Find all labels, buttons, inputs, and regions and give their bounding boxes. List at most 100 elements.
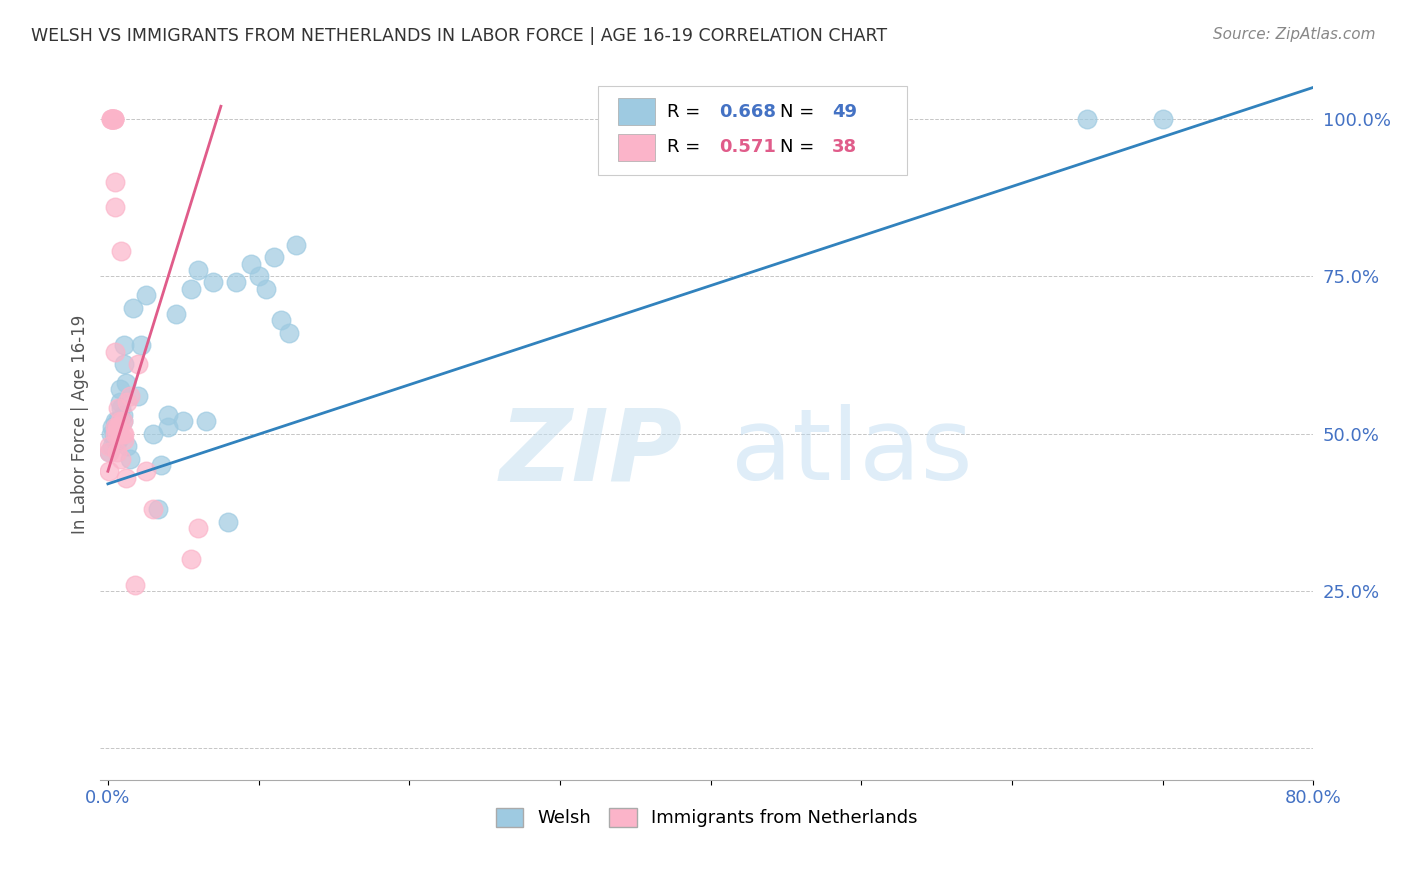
Point [142,502,165,516]
Point [104,426,127,441]
Point [101,439,124,453]
Point [217,515,239,529]
Point [100,112,122,126]
Point [101,112,124,126]
Point [104,344,127,359]
Point [117,395,139,409]
Point [101,420,124,434]
Point [103,426,125,441]
Point [117,439,139,453]
Point [101,112,124,126]
Point [285,237,308,252]
Point [107,401,129,416]
Point [254,282,277,296]
Point [120,389,142,403]
Point [111,408,134,422]
Point [98,445,121,459]
Point [187,263,209,277]
Point [270,313,292,327]
Point [108,426,131,441]
Point [115,376,138,391]
Point [194,414,217,428]
Legend: Welsh, Immigrants from Netherlands: Welsh, Immigrants from Netherlands [489,801,925,835]
Point [240,257,263,271]
Point [103,112,125,126]
Y-axis label: In Labor Force | Age 16-19: In Labor Force | Age 16-19 [72,315,89,533]
Point [110,451,132,466]
Point [105,414,128,428]
Point [127,389,149,403]
Text: 0.668: 0.668 [718,103,776,121]
Point [122,301,145,315]
Point [104,420,127,434]
Point [135,288,157,302]
Point [103,112,125,126]
Text: R =: R = [666,138,706,156]
Point [157,420,180,434]
Point [100,426,122,441]
Text: R =: R = [666,103,706,121]
FancyBboxPatch shape [619,134,655,161]
Point [180,552,202,566]
Text: N =: N = [779,138,820,156]
Point [104,433,127,447]
Point [114,433,136,447]
Point [105,445,128,459]
Point [98,445,121,459]
Text: 0.571: 0.571 [718,138,776,156]
Point [107,433,129,447]
Point [165,307,187,321]
Point [149,458,172,472]
Point [277,326,299,340]
Point [202,276,225,290]
Point [98,464,121,478]
Point [108,395,131,409]
Text: 49: 49 [832,103,856,121]
Text: Source: ZipAtlas.com: Source: ZipAtlas.com [1212,27,1375,42]
Point [111,426,134,441]
Text: ZIP: ZIP [499,404,682,501]
Point [101,112,124,126]
Point [114,357,136,371]
Point [98,439,121,453]
Point [124,577,146,591]
Point [1076,112,1098,126]
Point [100,112,122,126]
Point [105,420,128,434]
Point [114,338,136,352]
Point [1152,112,1174,126]
Point [107,420,129,434]
Point [110,244,132,258]
Text: atlas: atlas [731,404,973,501]
Point [111,414,134,428]
Text: N =: N = [779,103,820,121]
Point [127,357,149,371]
Point [146,502,169,516]
Point [108,414,131,428]
Point [172,414,194,428]
Point [107,420,129,434]
Point [157,408,180,422]
Point [115,470,138,484]
Point [104,200,127,214]
Point [105,426,128,441]
FancyBboxPatch shape [598,87,907,175]
Point [105,433,128,447]
Text: 38: 38 [832,138,856,156]
Point [180,282,202,296]
Point [135,464,157,478]
Point [104,420,127,434]
Point [225,276,247,290]
Point [187,521,209,535]
Point [104,175,127,189]
Point [120,451,142,466]
Point [142,426,165,441]
Point [247,269,270,284]
Text: WELSH VS IMMIGRANTS FROM NETHERLANDS IN LABOR FORCE | AGE 16-19 CORRELATION CHAR: WELSH VS IMMIGRANTS FROM NETHERLANDS IN … [31,27,887,45]
Point [108,383,131,397]
Point [110,401,132,416]
Point [263,250,285,264]
Point [129,338,152,352]
Point [103,112,125,126]
Point [105,426,128,441]
